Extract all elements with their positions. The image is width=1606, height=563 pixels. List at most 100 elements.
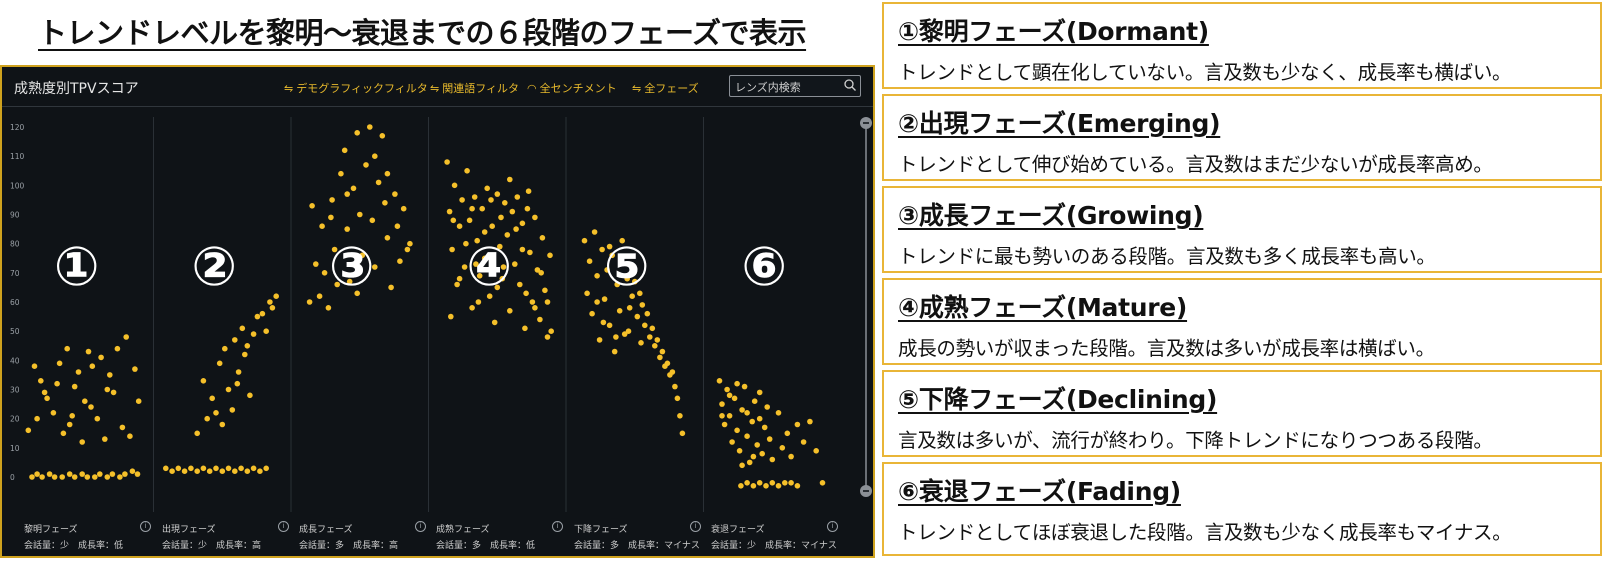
data-point[interactable]: [263, 328, 270, 334]
data-point[interactable]: [56, 360, 63, 367]
data-point[interactable]: [134, 471, 141, 477]
data-point[interactable]: [619, 237, 625, 244]
data-point[interactable]: [239, 325, 246, 332]
data-point[interactable]: [384, 235, 391, 241]
data-point[interactable]: [594, 299, 600, 305]
data-point[interactable]: [738, 483, 744, 489]
data-point[interactable]: [659, 348, 666, 355]
data-point[interactable]: [744, 410, 750, 416]
data-point[interactable]: [534, 267, 541, 273]
data-point[interactable]: [456, 275, 463, 282]
info-icon[interactable]: i: [552, 521, 563, 532]
data-point[interactable]: [450, 217, 457, 224]
data-point[interactable]: [132, 366, 138, 372]
data-point[interactable]: [319, 223, 325, 229]
data-point[interactable]: [664, 360, 671, 367]
data-point[interactable]: [97, 471, 103, 477]
data-point[interactable]: [350, 185, 357, 192]
data-point[interactable]: [513, 226, 519, 232]
data-point[interactable]: [135, 398, 142, 405]
data-point[interactable]: [756, 415, 763, 422]
data-point[interactable]: [225, 386, 232, 393]
scroll-track[interactable]: [865, 125, 867, 489]
data-point[interactable]: [736, 448, 743, 454]
data-point[interactable]: [507, 308, 513, 314]
data-point[interactable]: [257, 468, 263, 475]
data-point[interactable]: [475, 299, 482, 305]
data-point[interactable]: [794, 421, 801, 428]
data-point[interactable]: [469, 305, 475, 311]
data-point[interactable]: [800, 439, 807, 445]
data-point[interactable]: [764, 404, 770, 410]
data-point[interactable]: [586, 258, 593, 264]
data-point[interactable]: [372, 153, 378, 159]
data-point[interactable]: [269, 305, 276, 311]
data-point[interactable]: [200, 465, 207, 472]
data-point[interactable]: [474, 237, 481, 244]
data-point[interactable]: [79, 439, 85, 445]
data-point[interactable]: [751, 398, 758, 405]
data-point[interactable]: [547, 252, 553, 259]
data-point[interactable]: [404, 246, 411, 253]
data-point[interactable]: [66, 421, 73, 428]
data-point[interactable]: [584, 290, 590, 297]
data-point[interactable]: [523, 290, 529, 297]
phase-filter-button[interactable]: ⇋ 全フェーズ: [632, 80, 699, 96]
data-point[interactable]: [384, 170, 391, 177]
data-point[interactable]: [367, 124, 373, 130]
data-point[interactable]: [504, 232, 511, 238]
data-point[interactable]: [129, 468, 136, 475]
data-point[interactable]: [175, 465, 182, 472]
data-point[interactable]: [779, 445, 786, 451]
data-point[interactable]: [788, 453, 794, 460]
data-point[interactable]: [344, 191, 351, 197]
data-point[interactable]: [644, 310, 651, 317]
data-point[interactable]: [654, 337, 661, 343]
data-point[interactable]: [114, 345, 121, 352]
data-point[interactable]: [519, 246, 526, 253]
data-point[interactable]: [407, 240, 413, 247]
data-point[interactable]: [59, 474, 65, 480]
data-point[interactable]: [313, 261, 319, 267]
data-point[interactable]: [461, 264, 468, 270]
data-point[interactable]: [486, 293, 493, 299]
data-point[interactable]: [242, 351, 248, 358]
data-point[interactable]: [400, 205, 407, 212]
data-point[interactable]: [29, 474, 35, 480]
data-point[interactable]: [669, 369, 676, 375]
data-point[interactable]: [637, 290, 643, 297]
data-point[interactable]: [729, 439, 735, 445]
data-point[interactable]: [750, 453, 757, 460]
data-point[interactable]: [263, 465, 270, 472]
data-point[interactable]: [188, 465, 194, 472]
data-point[interactable]: [64, 345, 70, 352]
data-point[interactable]: [532, 305, 538, 311]
data-point[interactable]: [581, 237, 588, 244]
data-point[interactable]: [66, 471, 73, 477]
data-point[interactable]: [754, 442, 760, 448]
data-point[interactable]: [316, 293, 323, 299]
data-point[interactable]: [596, 337, 603, 343]
data-point[interactable]: [591, 229, 598, 235]
data-point[interactable]: [744, 433, 750, 440]
data-point[interactable]: [459, 197, 465, 203]
data-point[interactable]: [259, 310, 266, 317]
data-point[interactable]: [44, 395, 50, 402]
data-point[interactable]: [194, 468, 200, 475]
data-point[interactable]: [497, 243, 503, 250]
data-point[interactable]: [769, 456, 776, 463]
data-point[interactable]: [209, 395, 215, 402]
data-point[interactable]: [117, 474, 123, 480]
data-point[interactable]: [782, 480, 788, 486]
data-point[interactable]: [746, 459, 753, 466]
data-point[interactable]: [512, 261, 518, 267]
data-point[interactable]: [484, 185, 491, 192]
data-point[interactable]: [632, 278, 638, 285]
data-point[interactable]: [394, 223, 401, 229]
data-point[interactable]: [775, 483, 782, 489]
data-point[interactable]: [721, 421, 728, 428]
data-point[interactable]: [34, 415, 40, 422]
data-point[interactable]: [614, 281, 620, 288]
data-point[interactable]: [502, 200, 508, 206]
data-point[interactable]: [499, 275, 506, 282]
